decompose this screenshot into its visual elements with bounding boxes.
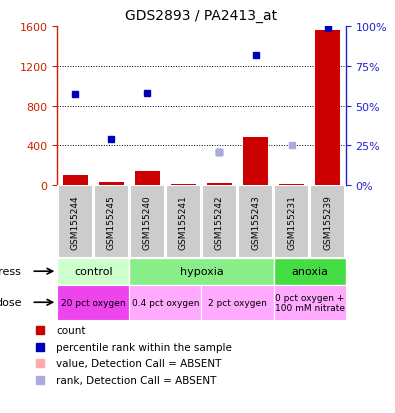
Text: percentile rank within the sample: percentile rank within the sample xyxy=(56,342,232,352)
Text: 2 pct oxygen: 2 pct oxygen xyxy=(208,298,267,307)
Text: GSM155241: GSM155241 xyxy=(179,195,188,249)
Title: GDS2893 / PA2413_at: GDS2893 / PA2413_at xyxy=(125,9,278,23)
Text: 0.4 pct oxygen: 0.4 pct oxygen xyxy=(132,298,199,307)
Bar xyxy=(202,186,237,258)
Bar xyxy=(135,171,160,186)
Text: dose: dose xyxy=(0,297,22,308)
Text: count: count xyxy=(56,325,85,335)
Text: 20 pct oxygen: 20 pct oxygen xyxy=(61,298,126,307)
Text: 0 pct oxygen +
100 mM nitrate: 0 pct oxygen + 100 mM nitrate xyxy=(275,293,344,312)
Bar xyxy=(166,186,201,258)
Bar xyxy=(58,186,92,258)
Text: value, Detection Call = ABSENT: value, Detection Call = ABSENT xyxy=(56,358,221,368)
Bar xyxy=(130,285,201,320)
Bar xyxy=(57,285,130,320)
Text: rank, Detection Call = ABSENT: rank, Detection Call = ABSENT xyxy=(56,375,216,385)
Bar xyxy=(274,258,346,285)
Text: stress: stress xyxy=(0,266,22,277)
Text: GSM155242: GSM155242 xyxy=(215,195,224,249)
Text: GSM155239: GSM155239 xyxy=(323,195,332,249)
Bar xyxy=(243,138,268,186)
Bar xyxy=(238,186,273,258)
Bar xyxy=(63,176,88,186)
Bar xyxy=(171,185,196,186)
Bar xyxy=(99,183,124,186)
Bar xyxy=(57,258,130,285)
Bar xyxy=(201,285,274,320)
Bar xyxy=(310,186,345,258)
Bar xyxy=(130,258,274,285)
Text: hypoxia: hypoxia xyxy=(180,266,223,277)
Bar xyxy=(279,184,304,186)
Bar xyxy=(130,186,165,258)
Text: GSM155244: GSM155244 xyxy=(71,195,80,249)
Bar xyxy=(315,31,340,186)
Text: GSM155243: GSM155243 xyxy=(251,195,260,249)
Text: GSM155240: GSM155240 xyxy=(143,195,152,249)
Bar xyxy=(274,285,346,320)
Text: control: control xyxy=(74,266,113,277)
Text: GSM155245: GSM155245 xyxy=(107,195,116,249)
Bar xyxy=(207,183,232,186)
Text: GSM155231: GSM155231 xyxy=(287,195,296,249)
Text: anoxia: anoxia xyxy=(291,266,328,277)
Bar xyxy=(274,186,309,258)
Bar xyxy=(94,186,129,258)
